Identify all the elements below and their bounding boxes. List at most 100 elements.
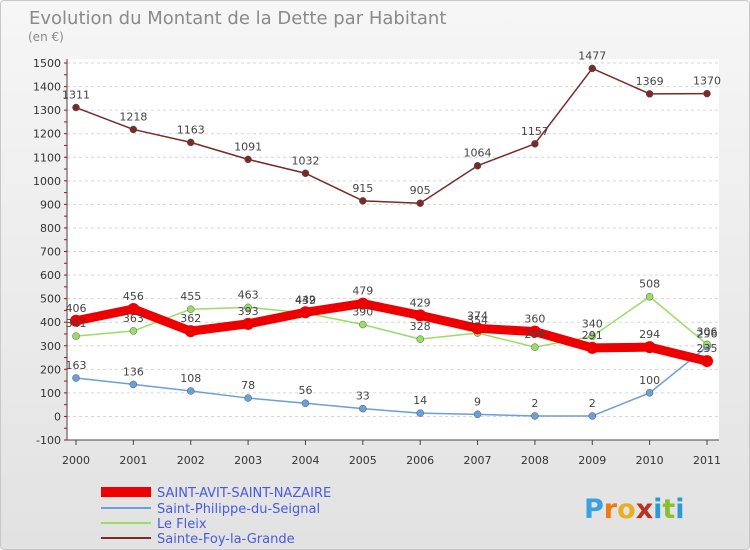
data-label-le-fleix-2007: 354	[467, 314, 488, 327]
point-saint-philippe-du-seignal-2009	[588, 412, 597, 420]
data-label-le-fleix-2002: 455	[180, 290, 201, 303]
point-saint-philippe-du-seignal-2004	[301, 399, 310, 407]
data-label-saint-avit-saint-nazaire-2007: 374	[467, 309, 488, 322]
y-tick-label-800: 800	[40, 222, 61, 235]
data-label-sainte-foy-la-grande-2011: 1370	[693, 75, 721, 88]
data-label-saint-philippe-du-seignal-2004: 56	[298, 384, 312, 397]
point-sainte-foy-la-grande-2009	[588, 64, 597, 73]
legend-label-sainte-foy-la-grande: Sainte-Foy-la-Grande	[157, 532, 295, 547]
y-tick-label-400: 400	[40, 316, 61, 329]
data-label-saint-avit-saint-nazaire-2000: 406	[66, 302, 87, 315]
data-label-sainte-foy-la-grande-2006: 905	[410, 184, 431, 197]
x-tick-label-2000: 2000	[62, 454, 90, 467]
data-label-saint-philippe-du-seignal-2009: 2	[589, 397, 596, 410]
x-tick-label-2002: 2002	[177, 454, 205, 467]
data-labels: 1311 1218 1163 1091 1032 915 905 1064 1157 1477 13…	[62, 49, 721, 410]
x-tick-label-2006: 2006	[406, 454, 434, 467]
proxiti-logo: Proxiti	[584, 494, 685, 525]
point-le-fleix-2002	[186, 305, 195, 313]
y-tick-label-0: 0	[54, 410, 61, 423]
data-label-sainte-foy-la-grande-2005: 915	[352, 182, 373, 195]
point-le-fleix-2001	[129, 327, 138, 335]
data-label-le-fleix-2003: 463	[238, 288, 259, 301]
series-line-saint-philippe-du-seignal	[75, 346, 708, 417]
point-le-fleix-2000	[72, 332, 80, 340]
data-label-sainte-foy-la-grande-2002: 1163	[177, 123, 205, 136]
point-saint-philippe-du-seignal-2010	[645, 389, 654, 397]
point-saint-philippe-du-seignal-2006	[416, 409, 424, 417]
data-label-saint-philippe-du-seignal-2006: 14	[413, 394, 427, 407]
y-tick-label-700: 700	[40, 246, 61, 259]
x-tick-label-2011: 2011	[693, 454, 721, 467]
x-tick-label-2007: 2007	[464, 454, 492, 467]
legend-swatch-le-fleix	[101, 522, 151, 524]
data-label-saint-philippe-du-seignal-2002: 108	[180, 372, 201, 385]
logo-letter: x	[636, 494, 653, 525]
y-tick-label--100: -100	[36, 434, 61, 447]
data-label-saint-avit-saint-nazaire-2006: 429	[410, 296, 431, 309]
point-sainte-foy-la-grande-2006	[416, 199, 424, 207]
legend-swatch-saint-avit-saint-nazaire	[101, 487, 151, 497]
data-label-le-fleix-2004: 439	[295, 294, 316, 307]
x-tick-label-2008: 2008	[521, 454, 549, 467]
legend-label-saint-avit-saint-nazaire: SAINT-AVIT-SAINT-NAZAIRE	[157, 486, 331, 501]
point-sainte-foy-la-grande-2008	[531, 140, 539, 148]
point-sainte-foy-la-grande-2002	[186, 138, 195, 147]
point-sainte-foy-la-grande-2000	[72, 103, 80, 112]
data-label-le-fleix-2005: 390	[352, 306, 373, 319]
point-sainte-foy-la-grande-2004	[301, 169, 310, 178]
point-saint-philippe-du-seignal-2000	[72, 374, 80, 382]
data-label-sainte-foy-la-grande-2007: 1064	[464, 147, 492, 160]
data-label-saint-philippe-du-seignal-2011: 296	[697, 328, 718, 341]
series-line-saint-avit-saint-nazaire	[71, 299, 712, 366]
point-saint-philippe-du-seignal-2003	[244, 394, 252, 402]
y-tick-label-200: 200	[40, 363, 61, 376]
data-label-saint-avit-saint-nazaire-2001: 456	[123, 290, 144, 303]
point-sainte-foy-la-grande-2011	[703, 89, 711, 98]
data-label-saint-avit-saint-nazaire-2008: 360	[524, 313, 545, 326]
point-le-fleix-2011	[703, 340, 711, 349]
data-label-saint-avit-saint-nazaire-2002: 362	[180, 312, 201, 325]
x-tick-label-2009: 2009	[578, 454, 606, 467]
logo-letter: i	[675, 494, 684, 525]
data-label-saint-avit-saint-nazaire-2010: 294	[639, 328, 660, 341]
data-label-saint-philippe-du-seignal-2008: 2	[531, 397, 538, 410]
y-tick-label-1400: 1400	[33, 81, 61, 94]
x-tick-label-2005: 2005	[349, 454, 377, 467]
point-le-fleix-2010	[645, 292, 654, 301]
data-label-saint-avit-saint-nazaire-2011: 235	[697, 342, 718, 355]
data-label-saint-philippe-du-seignal-2003: 78	[241, 379, 255, 392]
y-tick-label-1300: 1300	[33, 104, 61, 117]
data-label-saint-philippe-du-seignal-2001: 136	[123, 365, 144, 378]
data-label-saint-avit-saint-nazaire-2005: 479	[352, 285, 373, 298]
y-tick-label-1500: 1500	[33, 57, 61, 70]
data-label-sainte-foy-la-grande-2001: 1218	[119, 110, 147, 123]
series-line-le-fleix	[75, 295, 708, 348]
y-axis: -100 0 100 200 300 400 500 600 700 800 900 1000 1100…	[33, 57, 68, 447]
point-sainte-foy-la-grande-2007	[473, 161, 482, 170]
logo-letter: P	[584, 494, 604, 525]
legend-swatch-sainte-foy-la-grande	[101, 537, 151, 539]
y-tick-label-1200: 1200	[33, 128, 61, 141]
plot-area	[67, 59, 719, 440]
chart-title: Evolution du Montant de la Dette par Hab…	[29, 8, 446, 29]
point-saint-philippe-du-seignal-2007	[473, 410, 482, 419]
logo-letter: r	[604, 494, 618, 525]
point-sainte-foy-la-grande-2005	[359, 197, 367, 205]
data-label-le-fleix-2008: 294	[524, 328, 545, 341]
x-tick-label-2004: 2004	[291, 454, 319, 467]
data-label-le-fleix-2006: 328	[410, 320, 431, 333]
data-label-saint-philippe-du-seignal-2005: 33	[356, 390, 370, 403]
point-le-fleix-2003	[244, 303, 252, 312]
point-sainte-foy-la-grande-2003	[244, 155, 252, 164]
series-saint-avit-saint-nazaire	[70, 297, 713, 368]
logo-letter: o	[617, 494, 636, 525]
series-layer	[70, 64, 713, 420]
series-saint-philippe-du-seignal	[72, 342, 711, 420]
y-tick-label-1100: 1100	[33, 151, 61, 164]
x-axis: 2000 2001 2002 2003 2004 2005 2006 2007 2008 2009…	[62, 439, 721, 467]
series-sainte-foy-la-grande	[72, 64, 711, 207]
point-saint-philippe-du-seignal-2002	[186, 387, 195, 395]
y-tick-label-900: 900	[40, 198, 61, 211]
